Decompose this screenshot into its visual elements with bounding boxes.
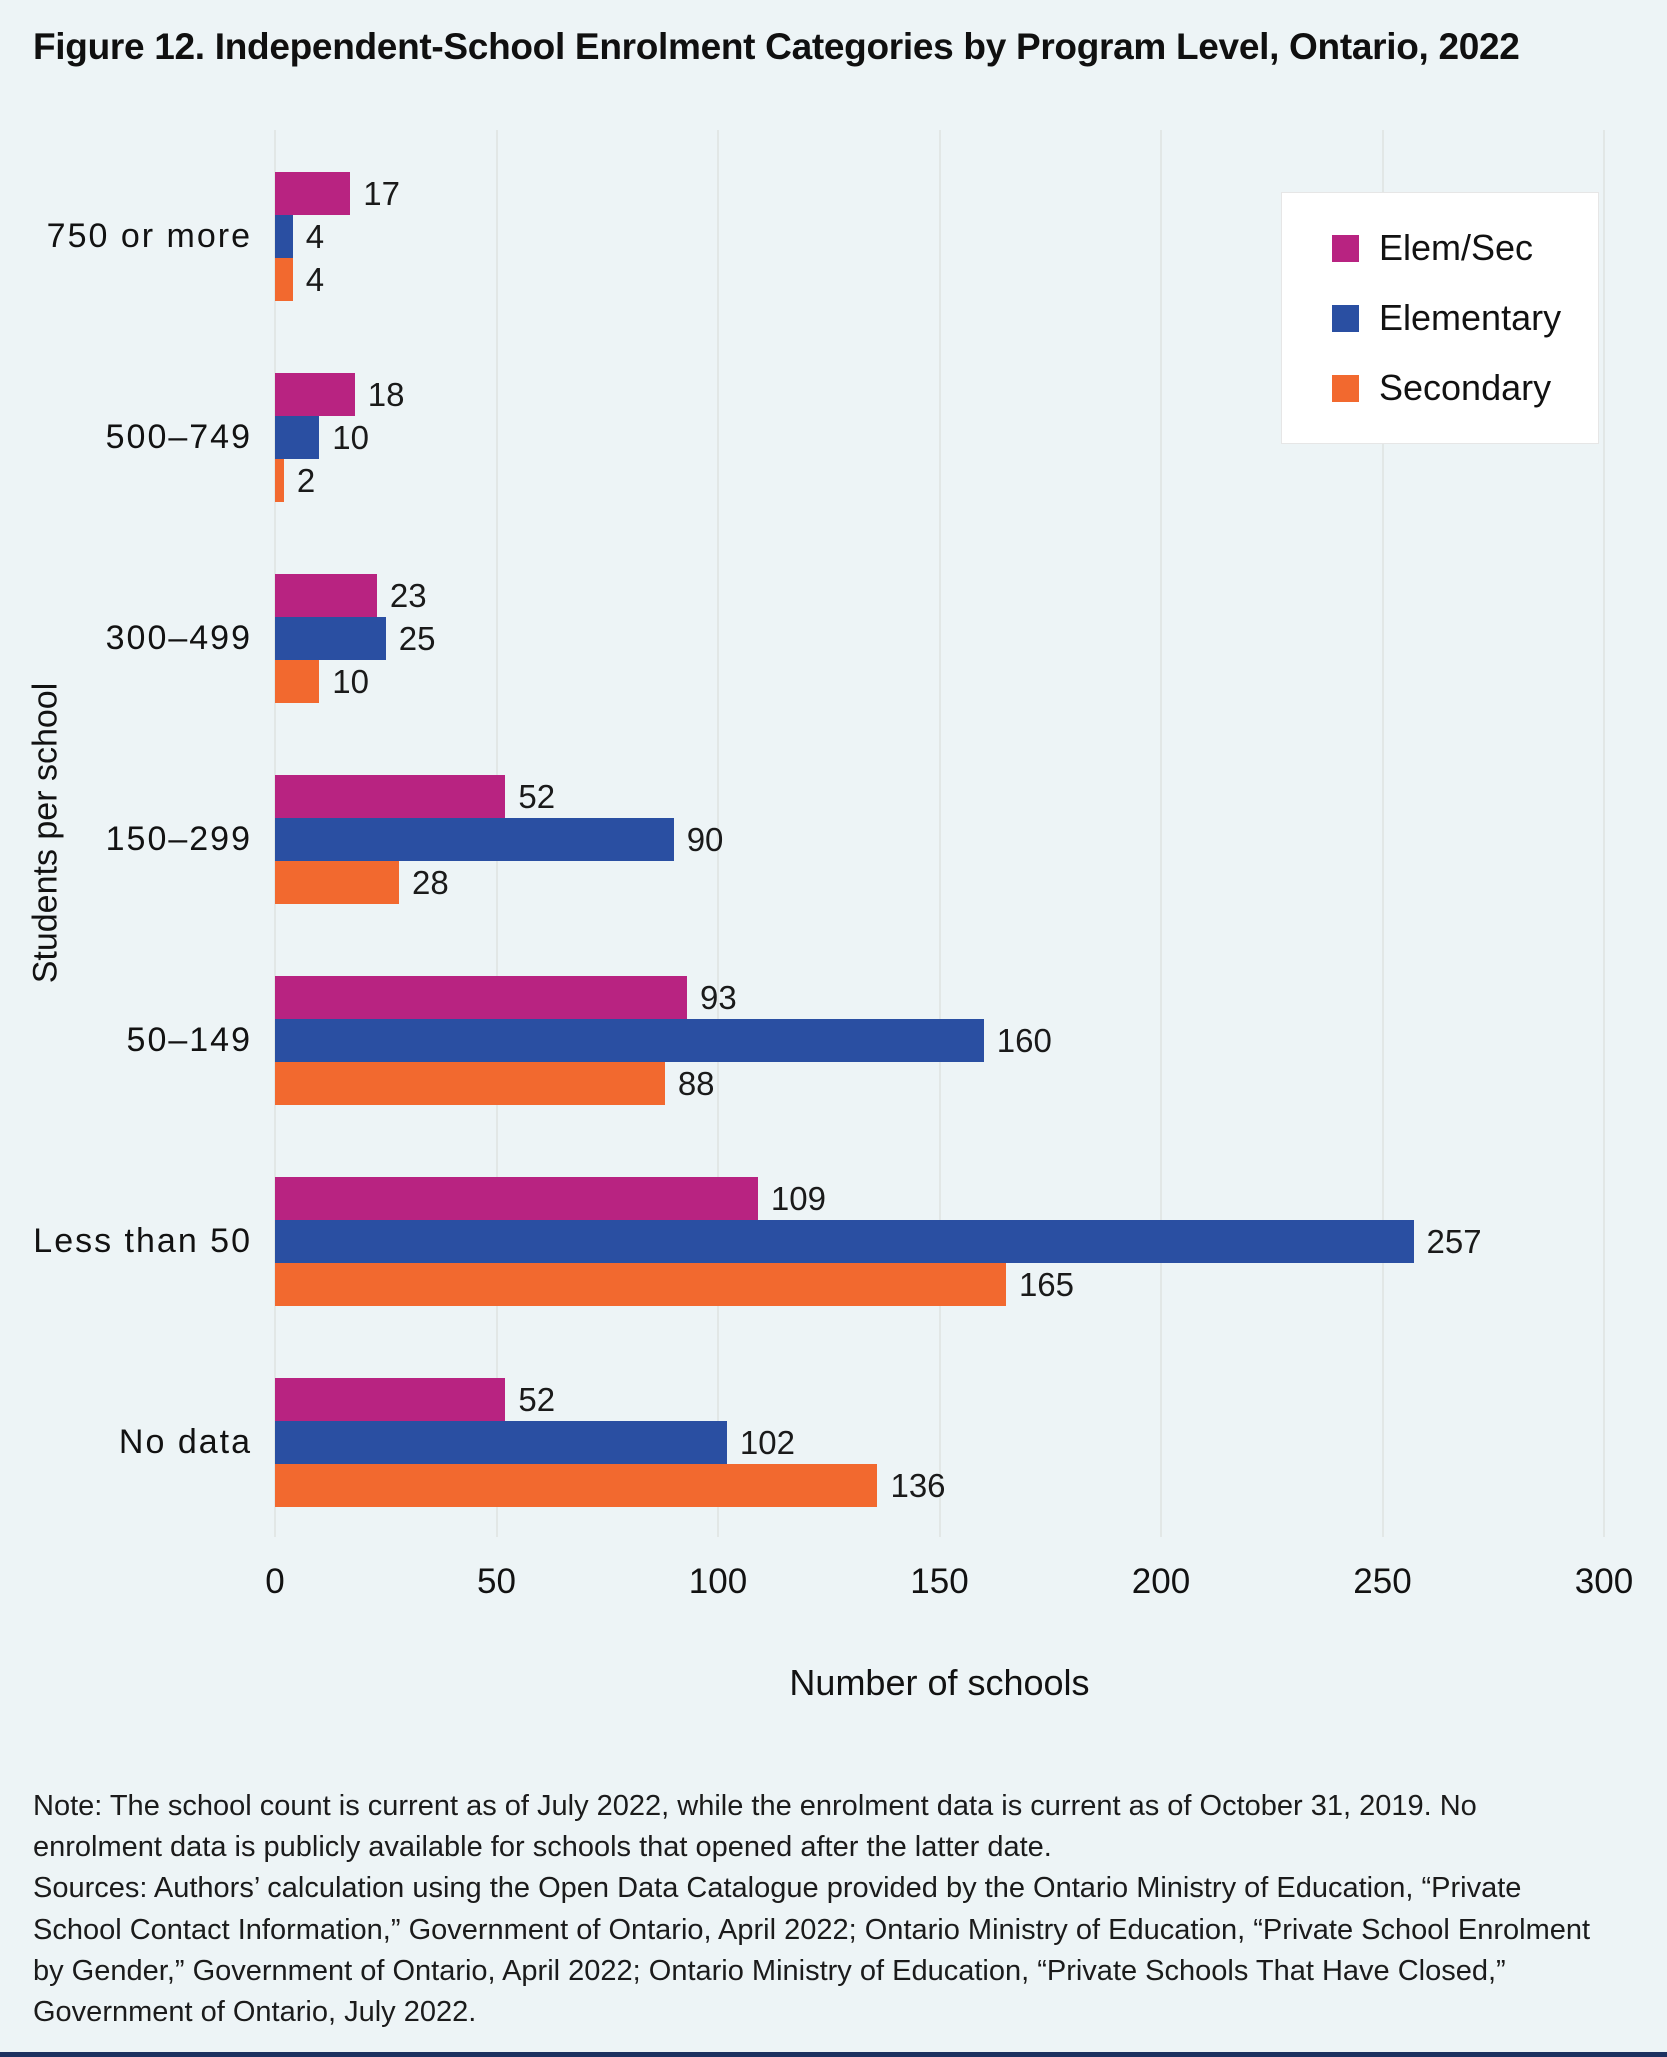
x-tick-label-200: 200 bbox=[1131, 1562, 1191, 1601]
bar-no-data-elementary bbox=[275, 1421, 727, 1464]
legend-label-secondary: Secondary bbox=[1379, 367, 1552, 408]
bar-value-300-499-secondary: 10 bbox=[332, 663, 370, 700]
bar-500-749-elem-sec bbox=[275, 373, 355, 416]
x-tick-label-250: 250 bbox=[1353, 1562, 1412, 1601]
bar-value-750-or-more-elem-sec: 17 bbox=[363, 175, 401, 212]
x-tick-label-0: 0 bbox=[265, 1562, 285, 1601]
bar-50-149-secondary bbox=[275, 1062, 665, 1105]
bar-value-50-149-elem-sec: 93 bbox=[699, 979, 737, 1016]
bar-group-less-than-50: 109 257 165 bbox=[275, 1135, 1604, 1336]
legend-item-secondary: Secondary bbox=[1332, 367, 1568, 409]
x-tick-label-50: 50 bbox=[477, 1562, 516, 1601]
bar-no-data-secondary bbox=[275, 1464, 878, 1507]
category-label-less-than-50: Less than 50 bbox=[33, 1222, 252, 1260]
bar-group-300-499: 23 25 10 bbox=[275, 532, 1604, 733]
category-label-150-299: 150–299 bbox=[105, 820, 252, 858]
category-label-750-or-more: 750 or more bbox=[46, 217, 252, 255]
bar-value-less-than-50-elementary: 257 bbox=[1426, 1223, 1482, 1260]
bar-value-no-data-elem-sec: 52 bbox=[518, 1381, 556, 1418]
figure-title: Figure 12. Independent-School Enrolment … bbox=[33, 26, 1520, 67]
bar-50-149-elementary bbox=[275, 1019, 984, 1062]
sources-text: Sources: Authors’ calculation using the … bbox=[33, 1872, 1591, 2028]
x-tick-label-150: 150 bbox=[910, 1562, 969, 1601]
footer-accent-bar bbox=[0, 2052, 1667, 2057]
x-axis-ticks: 0 50 100 150 200 250 300 bbox=[265, 1562, 1633, 1606]
bar-500-749-elementary bbox=[275, 416, 320, 459]
gridline-200 bbox=[1160, 130, 1162, 1537]
gridline-300 bbox=[1603, 130, 1605, 1537]
bar-value-300-499-elem-sec: 23 bbox=[389, 577, 427, 614]
bar-500-749-secondary bbox=[275, 459, 284, 502]
legend-swatch-secondary bbox=[1332, 374, 1359, 402]
bar-150-299-elementary bbox=[275, 818, 674, 861]
category-label-50-149: 50–149 bbox=[126, 1021, 252, 1059]
figure-notes: Note: The school count is current as of … bbox=[33, 1786, 1603, 2033]
bar-value-50-149-elementary: 160 bbox=[996, 1022, 1052, 1059]
bar-value-300-499-elementary: 25 bbox=[398, 620, 436, 657]
bar-group-750-or-more: 17 4 4 bbox=[275, 130, 1604, 331]
bar-value-no-data-elementary: 102 bbox=[739, 1424, 795, 1461]
legend-item-elementary: Elementary bbox=[1332, 297, 1568, 339]
bar-300-499-elem-sec bbox=[275, 574, 377, 617]
bar-750-or-more-elem-sec bbox=[275, 172, 351, 215]
gridline-100 bbox=[717, 130, 719, 1537]
legend-item-elem-sec: Elem/Sec bbox=[1332, 227, 1568, 269]
bar-value-750-or-more-secondary: 4 bbox=[305, 261, 325, 298]
bar-value-150-299-secondary: 28 bbox=[412, 864, 449, 901]
x-tick-label-300: 300 bbox=[1574, 1562, 1634, 1601]
legend-swatch-elem-sec bbox=[1332, 234, 1359, 262]
category-label-500-749: 500–749 bbox=[105, 418, 252, 456]
y-axis-category-labels: 750 or more 500–749 300–499 150–299 50–149 Le… bbox=[0, 130, 252, 1537]
bar-300-499-elementary bbox=[275, 617, 386, 660]
gridline-150 bbox=[938, 130, 941, 1537]
bar-group-500-749: 18 10 2 bbox=[275, 331, 1604, 532]
bar-less-than-50-elementary bbox=[275, 1220, 1414, 1263]
bar-value-50-149-secondary: 88 bbox=[677, 1065, 715, 1102]
bar-value-750-or-more-elementary: 4 bbox=[305, 218, 325, 255]
category-label-300-499: 300–499 bbox=[105, 619, 252, 657]
bar-group-150-299: 52 90 28 bbox=[275, 733, 1604, 934]
bar-less-than-50-secondary bbox=[275, 1263, 1006, 1306]
bar-value-500-749-elem-sec: 18 bbox=[367, 376, 405, 413]
bar-group-50-149: 93 160 88 bbox=[275, 934, 1604, 1135]
bar-750-or-more-elementary bbox=[275, 215, 293, 258]
legend-label-elem-sec: Elem/Sec bbox=[1379, 227, 1534, 268]
bar-50-149-elem-sec bbox=[275, 976, 687, 1019]
note-text: Note: The school count is current as of … bbox=[33, 1790, 1477, 1864]
bar-value-500-749-secondary: 2 bbox=[296, 462, 316, 499]
bar-value-150-299-elementary: 90 bbox=[686, 821, 724, 858]
bar-value-500-749-elementary: 10 bbox=[332, 419, 370, 456]
bar-value-no-data-secondary: 136 bbox=[890, 1467, 946, 1504]
gridline-250 bbox=[1381, 130, 1384, 1537]
bar-150-299-secondary bbox=[275, 861, 400, 904]
bar-value-less-than-50-secondary: 165 bbox=[1018, 1266, 1074, 1303]
bar-group-no-data: 52 102 136 bbox=[275, 1336, 1604, 1537]
bar-150-299-elem-sec bbox=[275, 775, 506, 818]
x-axis-title: Number of schools bbox=[789, 1662, 1090, 1703]
plot-area: 17 4 4 18 10 2 23 25 10 52 90 28 93 160 88 109 257 165 52 1… bbox=[274, 130, 1605, 1537]
bar-less-than-50-elem-sec bbox=[275, 1177, 758, 1220]
bar-value-150-299-elem-sec: 52 bbox=[518, 778, 556, 815]
x-tick-label-100: 100 bbox=[688, 1562, 748, 1601]
bar-value-less-than-50-elem-sec: 109 bbox=[770, 1180, 826, 1217]
legend: Elem/Sec Elementary Secondary bbox=[1281, 192, 1599, 444]
legend-label-elementary: Elementary bbox=[1379, 297, 1562, 338]
bar-no-data-elem-sec bbox=[275, 1378, 506, 1421]
bar-300-499-secondary bbox=[275, 660, 320, 703]
legend-swatch-elementary bbox=[1332, 304, 1359, 332]
bar-750-or-more-secondary bbox=[275, 258, 293, 301]
category-label-no-data: No data bbox=[118, 1423, 252, 1461]
